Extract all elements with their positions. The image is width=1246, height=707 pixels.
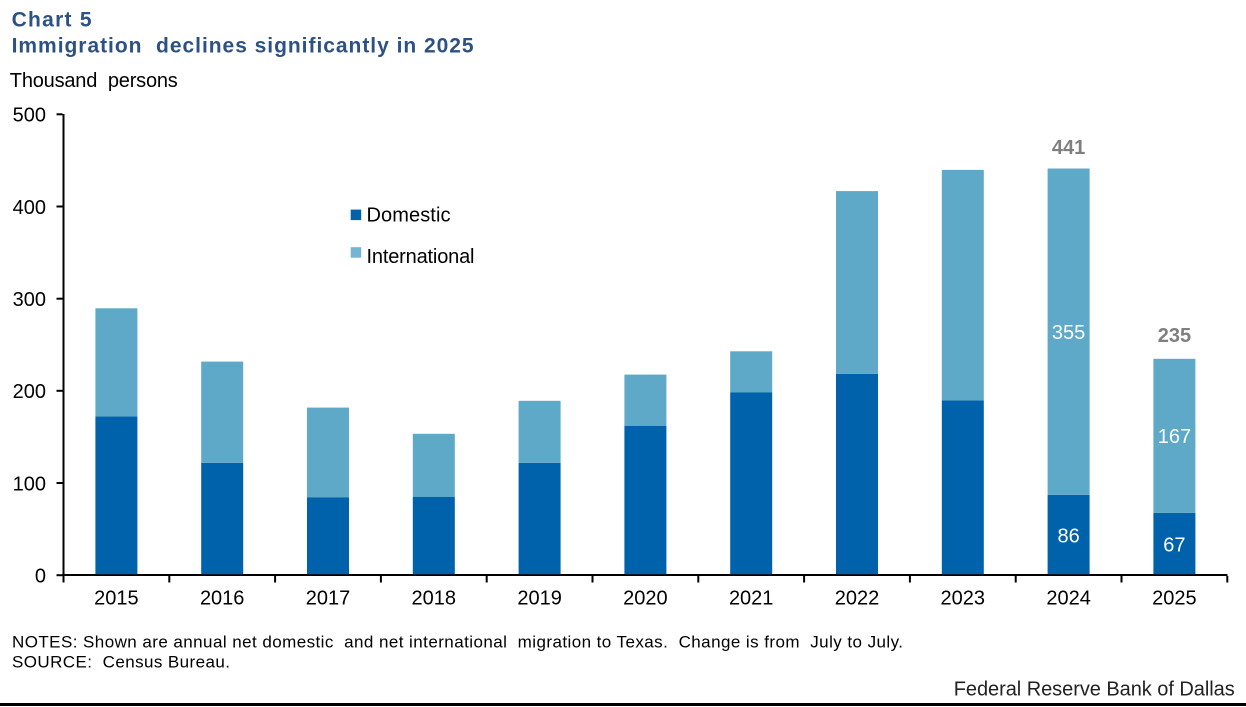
svg-text:2019: 2019 bbox=[517, 588, 562, 610]
svg-text:2023: 2023 bbox=[941, 588, 986, 610]
svg-text:Domestic: Domestic bbox=[367, 205, 451, 227]
svg-text:2021: 2021 bbox=[729, 588, 774, 610]
svg-text:441: 441 bbox=[1052, 137, 1085, 159]
svg-text:200: 200 bbox=[13, 381, 46, 403]
svg-text:2020: 2020 bbox=[623, 588, 668, 610]
svg-text:Chart 5: Chart 5 bbox=[12, 9, 92, 32]
svg-text:400: 400 bbox=[13, 197, 46, 219]
svg-text:2022: 2022 bbox=[835, 588, 880, 610]
svg-text:500: 500 bbox=[13, 105, 46, 127]
svg-text:2017: 2017 bbox=[306, 588, 351, 610]
svg-text:100: 100 bbox=[13, 473, 46, 495]
svg-text:Immigration declines signific: Immigration declines significantly in 20… bbox=[12, 34, 474, 57]
svg-text:300: 300 bbox=[13, 289, 46, 311]
svg-text:International: International bbox=[367, 246, 475, 268]
svg-text:Federal Reserve Bank of Dallas: Federal Reserve Bank of Dallas bbox=[954, 678, 1235, 700]
svg-text:2016: 2016 bbox=[200, 588, 245, 610]
svg-text:2025: 2025 bbox=[1152, 588, 1197, 610]
svg-text:0: 0 bbox=[35, 566, 46, 588]
svg-text:NOTES: Shown are annual net do: NOTES: Shown are annual net domestic and… bbox=[12, 632, 903, 651]
svg-text:2018: 2018 bbox=[412, 588, 457, 610]
svg-text:355: 355 bbox=[1052, 322, 1085, 344]
svg-text:Thousand persons: Thousand persons bbox=[10, 70, 178, 92]
svg-text:2024: 2024 bbox=[1046, 588, 1091, 610]
svg-text:SOURCE: Census Bureau.: SOURCE: Census Bureau. bbox=[12, 653, 230, 672]
svg-text:167: 167 bbox=[1158, 426, 1191, 448]
svg-text:235: 235 bbox=[1158, 325, 1191, 347]
svg-text:67: 67 bbox=[1163, 534, 1185, 556]
svg-text:2015: 2015 bbox=[94, 588, 139, 610]
svg-text:86: 86 bbox=[1057, 526, 1079, 548]
